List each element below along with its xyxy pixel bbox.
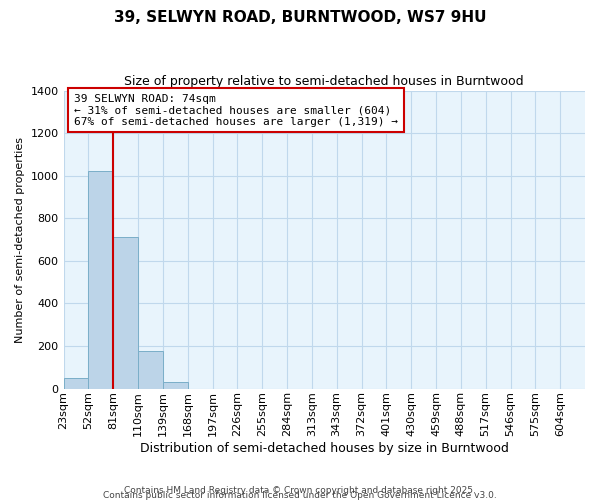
Text: Contains HM Land Registry data © Crown copyright and database right 2025.: Contains HM Land Registry data © Crown c… bbox=[124, 486, 476, 495]
Bar bbox=[64, 378, 88, 388]
Text: 39 SELWYN ROAD: 74sqm
← 31% of semi-detached houses are smaller (604)
67% of sem: 39 SELWYN ROAD: 74sqm ← 31% of semi-deta… bbox=[74, 94, 398, 126]
Bar bbox=[163, 382, 188, 388]
Bar bbox=[113, 238, 138, 388]
Bar bbox=[88, 172, 113, 388]
X-axis label: Distribution of semi-detached houses by size in Burntwood: Distribution of semi-detached houses by … bbox=[140, 442, 509, 455]
Text: 39, SELWYN ROAD, BURNTWOOD, WS7 9HU: 39, SELWYN ROAD, BURNTWOOD, WS7 9HU bbox=[114, 10, 486, 25]
Title: Size of property relative to semi-detached houses in Burntwood: Size of property relative to semi-detach… bbox=[124, 75, 524, 88]
Y-axis label: Number of semi-detached properties: Number of semi-detached properties bbox=[15, 136, 25, 342]
Text: Contains public sector information licensed under the Open Government Licence v3: Contains public sector information licen… bbox=[103, 491, 497, 500]
Bar bbox=[138, 352, 163, 389]
